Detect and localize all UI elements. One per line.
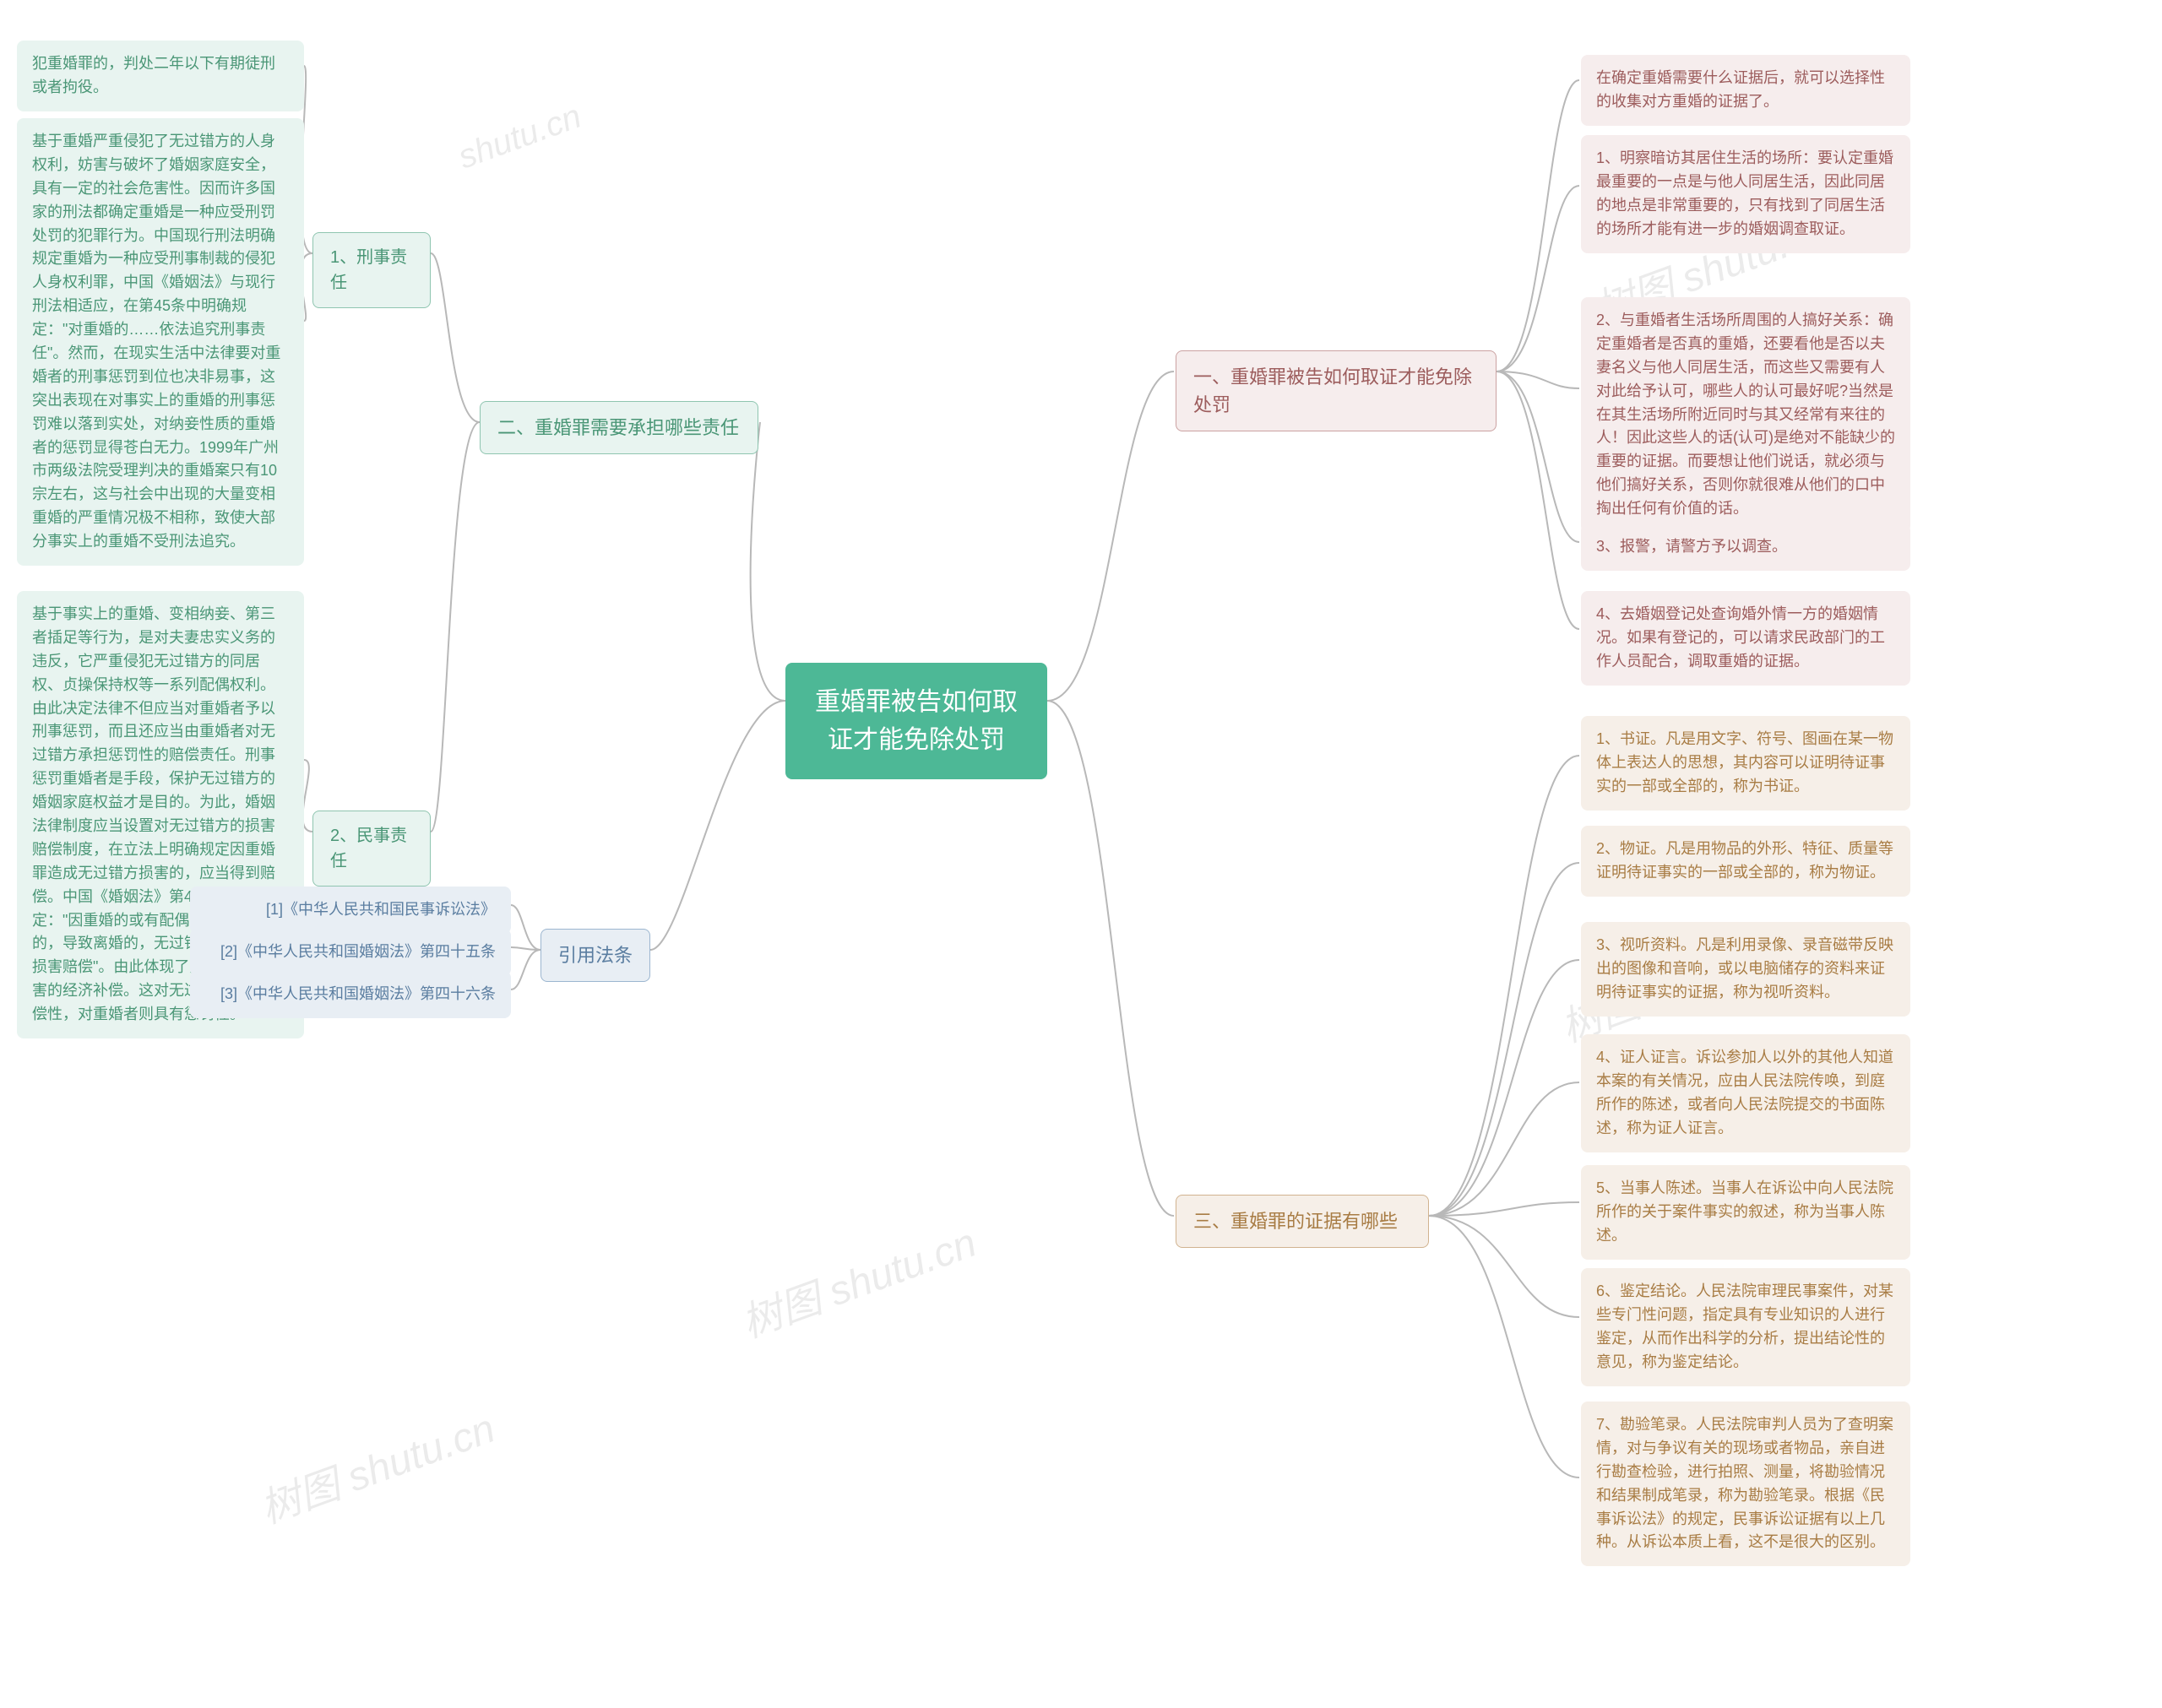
b3-leaf-1: 2、物证。凡是用物品的外形、特征、质量等证明待证事实的一部或全部的，称为物证。 bbox=[1581, 826, 1910, 897]
b4-leaf-2: [3]《中华人民共和国婚姻法》第四十六条 bbox=[190, 971, 511, 1018]
b3-leaf-2: 3、视听资料。凡是利用录像、录音磁带反映出的图像和音响，或以电脑储存的资料来证明… bbox=[1581, 922, 1910, 1017]
branch-b4[interactable]: 引用法条 bbox=[540, 929, 650, 982]
b4-leaf-1: [2]《中华人民共和国婚姻法》第四十五条 bbox=[190, 929, 511, 976]
b2c1-leaf-0: 犯重婚罪的，判处二年以下有期徒刑或者拘役。 bbox=[17, 41, 304, 111]
branch-b3[interactable]: 三、重婚罪的证据有哪些 bbox=[1176, 1195, 1429, 1248]
branch-b2c2[interactable]: 2、民事责任 bbox=[312, 811, 431, 887]
b3-leaf-6: 7、勘验笔录。人民法院审判人员为了查明案情，对与争议有关的现场或者物品，亲自进行… bbox=[1581, 1402, 1910, 1566]
b3-leaf-5: 6、鉴定结论。人民法院审理民事案件，对某些专门性问题，指定具有专业知识的人进行鉴… bbox=[1581, 1268, 1910, 1386]
branch-b2c1[interactable]: 1、刑事责任 bbox=[312, 232, 431, 308]
watermark: shutu.cn bbox=[454, 97, 586, 176]
b3-leaf-4: 5、当事人陈述。当事人在诉讼中向人民法院所作的关于案件事实的叙述，称为当事人陈述… bbox=[1581, 1165, 1910, 1260]
branch-b1[interactable]: 一、重婚罪被告如何取证才能免除处罚 bbox=[1176, 350, 1497, 431]
b1-leaf-2: 2、与重婚者生活场所周围的人搞好关系：确定重婚者是否真的重婚，还要看他是否以夫妻… bbox=[1581, 297, 1910, 533]
b4-leaf-0: [1]《中华人民共和国民事诉讼法》 bbox=[190, 887, 511, 934]
b1-leaf-3: 3、报警，请警方予以调查。 bbox=[1581, 523, 1910, 571]
b2c1-leaf-1: 基于重婚严重侵犯了无过错方的人身权利，妨害与破坏了婚姻家庭安全，具有一定的社会危… bbox=[17, 118, 304, 566]
branch-b2[interactable]: 二、重婚罪需要承担哪些责任 bbox=[480, 401, 758, 454]
b3-leaf-0: 1、书证。凡是用文字、符号、图画在某一物体上表达人的思想，其内容可以证明待证事实… bbox=[1581, 716, 1910, 811]
b3-leaf-3: 4、证人证言。诉讼参加人以外的其他人知道本案的有关情况，应由人民法院传唤，到庭所… bbox=[1581, 1034, 1910, 1152]
b1-leaf-1: 1、明察暗访其居住生活的场所：要认定重婚最重要的一点是与他人同居生活，因此同居的… bbox=[1581, 135, 1910, 253]
watermark: 树图 shutu.cn bbox=[732, 1209, 983, 1348]
b1-leaf-4: 4、去婚姻登记处查询婚外情一方的婚姻情况。如果有登记的，可以请求民政部门的工作人… bbox=[1581, 591, 1910, 686]
center-node[interactable]: 重婚罪被告如何取证才能免除处罚 bbox=[785, 663, 1047, 779]
b1-leaf-0: 在确定重婚需要什么证据后，就可以选择性的收集对方重婚的证据了。 bbox=[1581, 55, 1910, 126]
watermark: 树图 shutu.cn bbox=[251, 1395, 502, 1534]
